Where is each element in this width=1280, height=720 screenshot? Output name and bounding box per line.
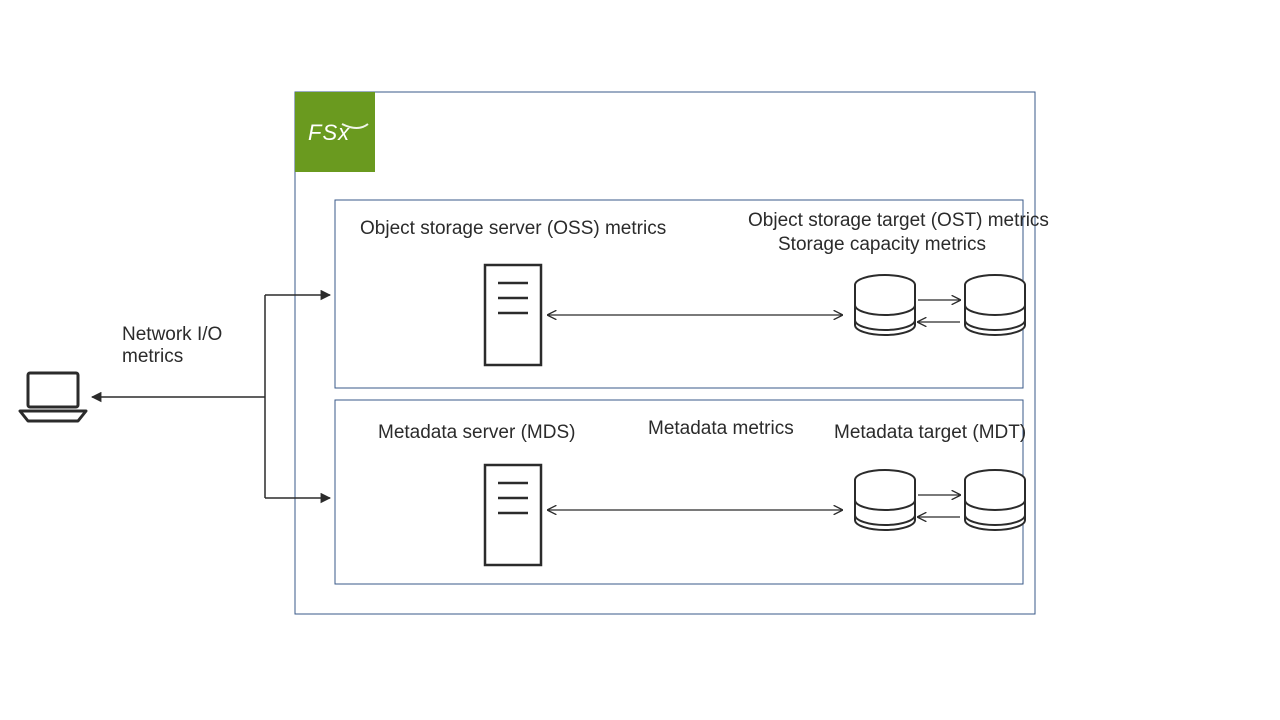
database-icon-mdt-b <box>965 470 1025 530</box>
mds-title: Metadata server (MDS) <box>378 422 575 443</box>
architecture-diagram: FSx Network I/O metrics Object storage s… <box>0 0 1280 720</box>
ost-title-1: Object storage target (OST) metrics <box>748 210 1049 231</box>
metadata-metrics-label: Metadata metrics <box>648 418 794 439</box>
mdt-title: Metadata target (MDT) <box>834 422 1026 443</box>
laptop-icon <box>20 373 86 421</box>
network-io-label-2: metrics <box>122 346 183 367</box>
database-icon-ost-b <box>965 275 1025 335</box>
fsx-container <box>295 92 1035 614</box>
fsx-badge-text: FSx <box>308 120 350 145</box>
server-icon-mds <box>485 465 541 565</box>
fsx-badge: FSx <box>295 92 375 172</box>
server-icon-oss <box>485 265 541 365</box>
network-io-label-1: Network I/O <box>122 324 222 345</box>
database-icon-mdt-a <box>855 470 915 530</box>
database-icon-ost-a <box>855 275 915 335</box>
ost-title-2: Storage capacity metrics <box>778 234 986 255</box>
oss-title: Object storage server (OSS) metrics <box>360 218 666 239</box>
